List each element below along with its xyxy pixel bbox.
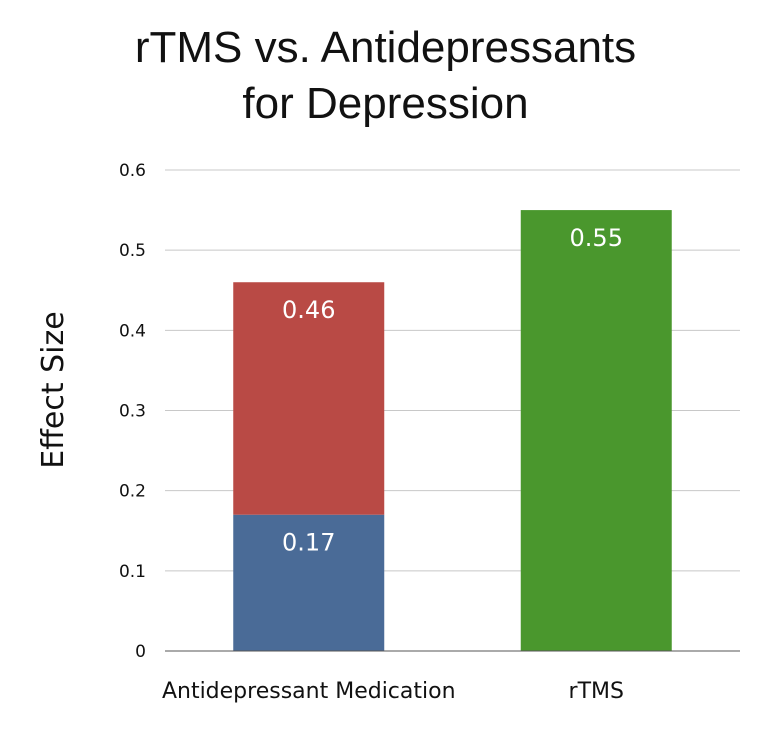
x-category-label: rTMS <box>569 679 624 704</box>
y-tick-label: 0.2 <box>119 482 146 502</box>
y-tick-label: 0.3 <box>119 402 146 422</box>
data-label: 0.17 <box>282 529 335 557</box>
y-tick-label: 0.5 <box>119 241 146 261</box>
y-tick-label: 0.4 <box>119 321 146 341</box>
y-tick-label: 0 <box>135 642 146 662</box>
y-axis-title: Effect Size <box>36 311 71 468</box>
bar-segment <box>520 210 672 652</box>
axes: 0 0.1 0.2 0.3 0.4 0.5 0.6 Antidepressant Medica… <box>119 161 740 704</box>
bar-segment <box>233 282 385 515</box>
y-tick-label: 0.6 <box>119 161 146 181</box>
chart-title-line-2: for Depression <box>242 79 529 128</box>
bar-segment <box>233 514 385 651</box>
bars: 0.17 0.46 0.55 <box>233 210 672 652</box>
data-label: 0.46 <box>282 296 335 324</box>
data-label: 0.55 <box>570 224 623 252</box>
y-tick-label: 0.1 <box>119 562 146 582</box>
x-category-label: Antidepressant Medication <box>162 679 456 704</box>
chart-title-line-1: rTMS vs. Antidepressants <box>134 23 637 72</box>
